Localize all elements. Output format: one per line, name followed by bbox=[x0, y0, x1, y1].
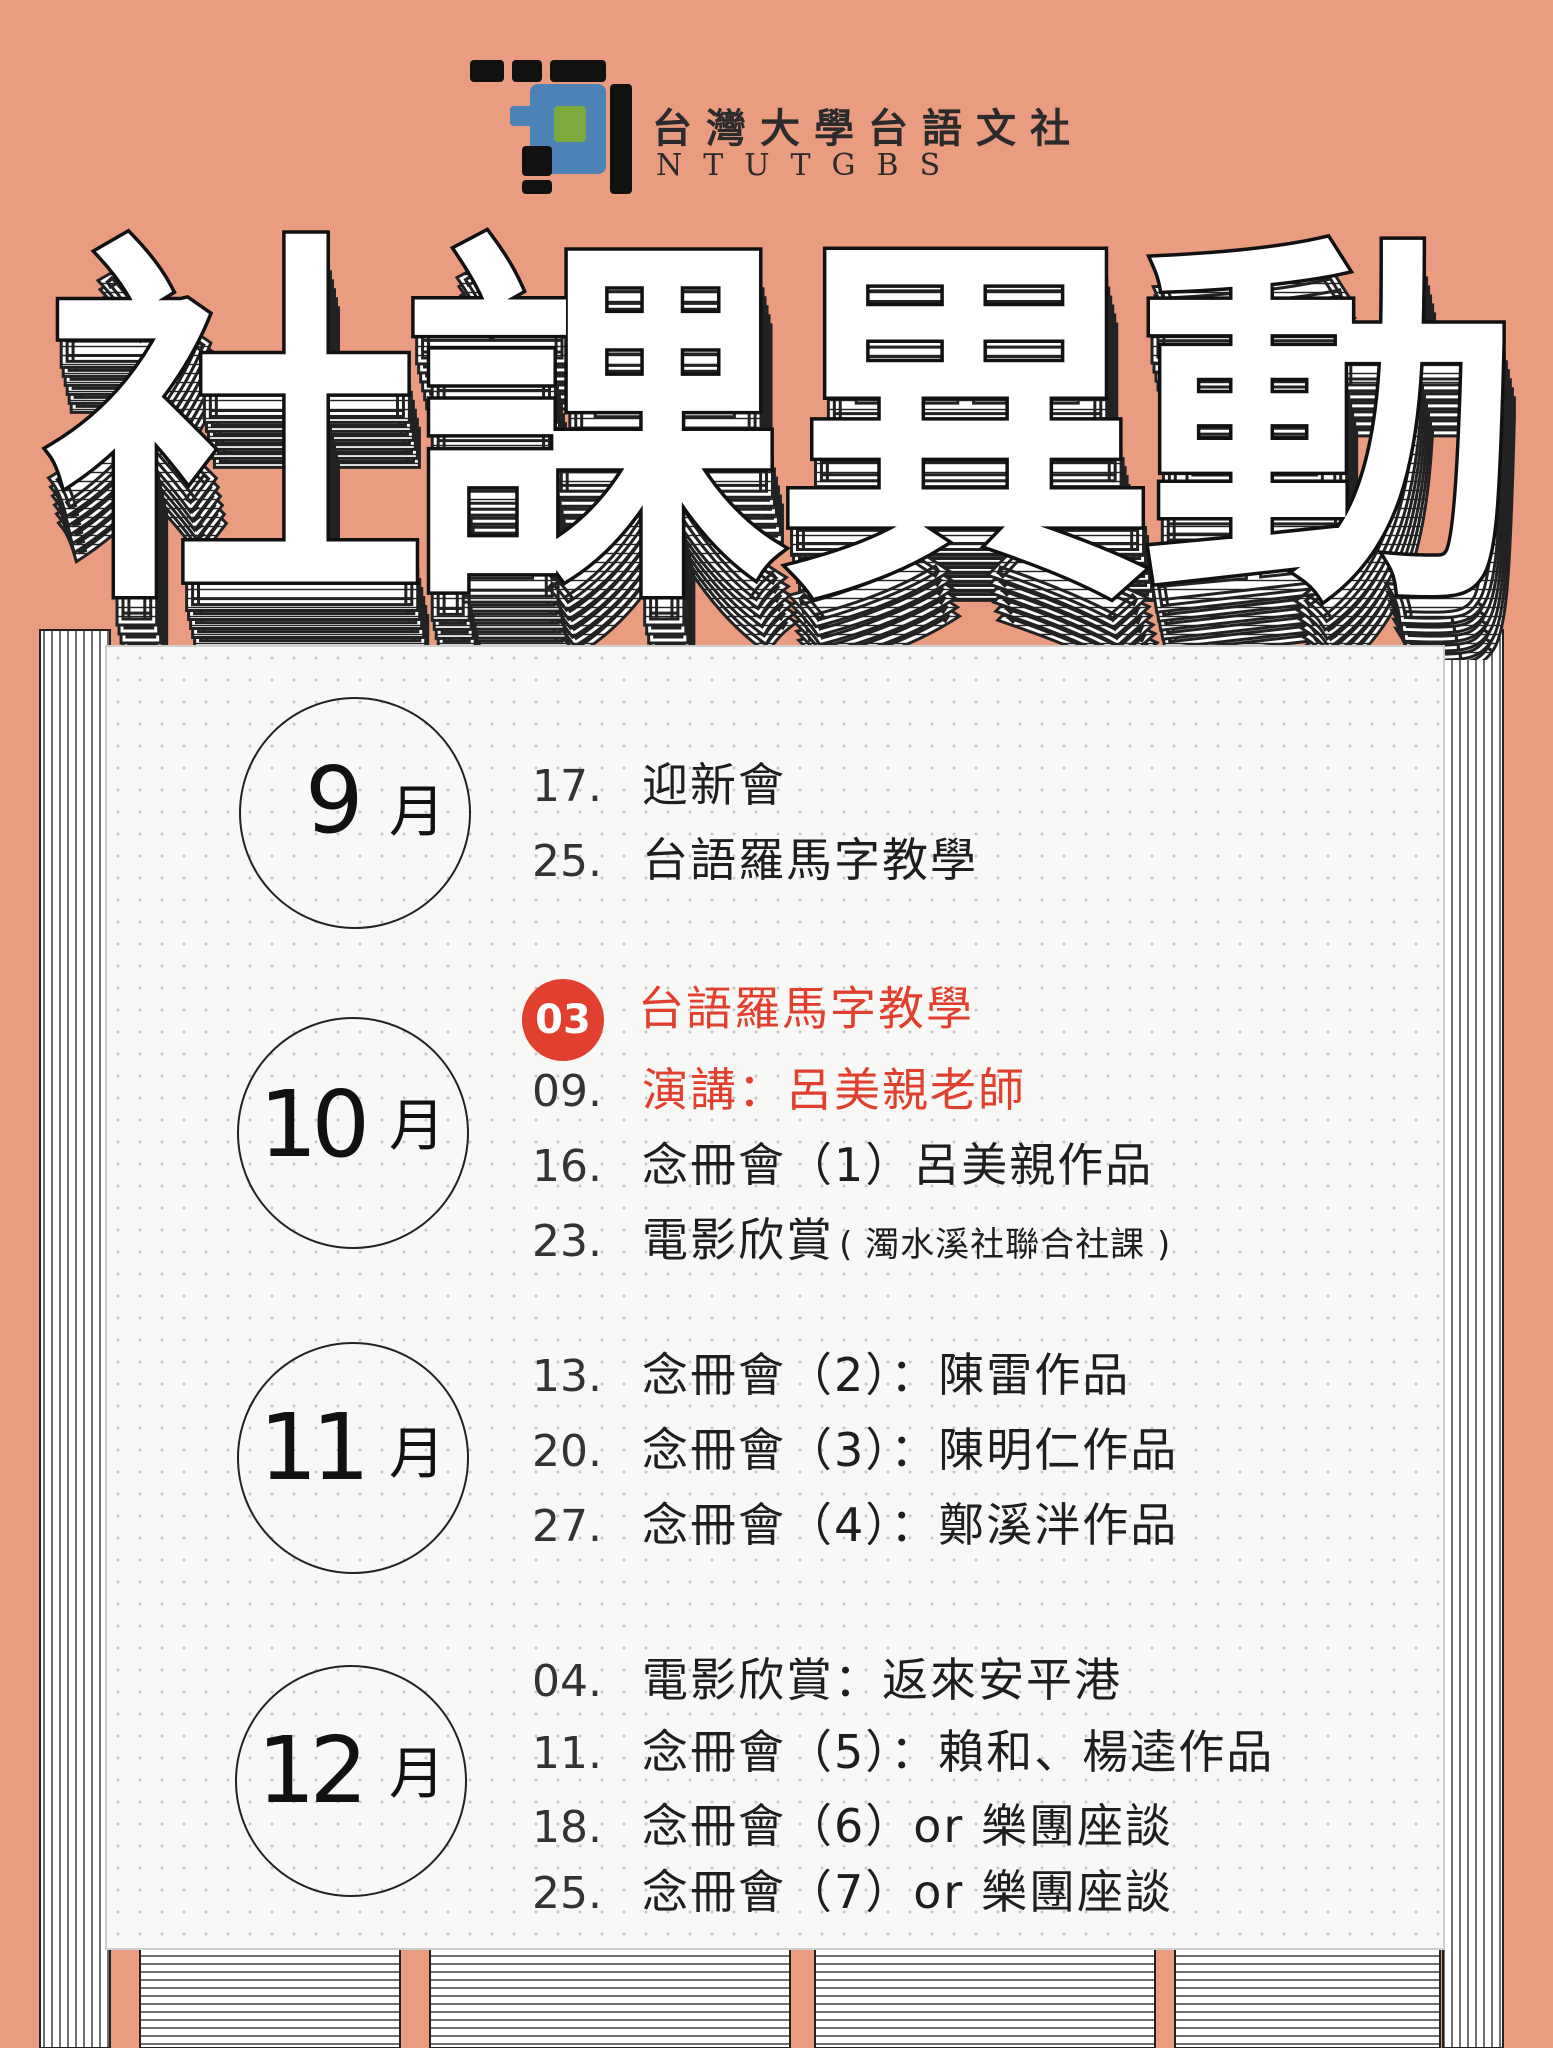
event-title: 念冊會（3）：陳明仁作品 bbox=[642, 1423, 1179, 1477]
event-title: 迎新會 bbox=[642, 758, 786, 812]
event-row: 25. 台語羅馬字教學 bbox=[532, 837, 978, 884]
title-char-shadow: 異 bbox=[777, 236, 1157, 660]
event-title: 台語羅馬字教學 bbox=[642, 833, 978, 887]
event-title: 念冊會（5）：賴和、楊逵作品 bbox=[642, 1725, 1275, 1779]
event-title: 念冊會（6）or 樂團座談 bbox=[642, 1799, 1173, 1853]
month-badge-november bbox=[237, 1342, 469, 1574]
month-unit: 月 bbox=[389, 780, 445, 845]
month-number: 9 bbox=[305, 747, 363, 854]
schedule-card: 9 月 17. 迎新會 25. 台語羅馬字教學 10 月 03 台語羅馬字教學 09.… bbox=[105, 645, 1445, 1950]
title-char: 社 bbox=[45, 207, 425, 650]
month-unit: 月 bbox=[389, 1094, 445, 1159]
event-title: 電影欣賞 bbox=[642, 1213, 834, 1267]
title-char-shadow: 課 bbox=[409, 245, 789, 660]
event-date: 13. bbox=[532, 1351, 602, 1402]
org-name: 台灣大學台語文社 bbox=[652, 105, 1084, 152]
title-char-shadow: 社 bbox=[57, 281, 437, 660]
title-char-shadow: 課 bbox=[407, 236, 787, 660]
event-row: 04. 電影欣賞：返來安平港 bbox=[532, 1657, 1122, 1704]
event-date: 09. bbox=[532, 1066, 602, 1117]
org-abbr: NTUTGBS bbox=[656, 148, 962, 183]
event-row: 16. 念冊會（1）呂美親作品 bbox=[532, 1142, 1153, 1189]
event-date: 11. bbox=[532, 1728, 602, 1779]
title-char-shadow: 社 bbox=[49, 245, 429, 660]
title-char-shadow: 動 bbox=[1152, 281, 1532, 660]
event-row: 25. 念冊會（7）or 樂團座談 bbox=[532, 1869, 1173, 1916]
title-char-shadow: 動 bbox=[1144, 245, 1524, 660]
title-char-shadow: 課 bbox=[411, 254, 791, 660]
event-title: 演講：呂美親老師 bbox=[642, 1063, 1026, 1117]
title-char-shadow: 異 bbox=[779, 245, 1159, 660]
title-char-shadow: 社 bbox=[53, 263, 433, 660]
month-badge-september bbox=[239, 697, 471, 929]
event-date: 04. bbox=[532, 1656, 602, 1707]
event-title: 台語羅馬字教學 bbox=[638, 981, 974, 1036]
month-unit: 月 bbox=[389, 1422, 445, 1487]
event-note: ( 濁水溪社聯合社課 ) bbox=[839, 1225, 1172, 1265]
event-title: 念冊會（4）：鄭溪泮作品 bbox=[642, 1498, 1179, 1552]
date-badge: 03 bbox=[522, 979, 604, 1061]
title-char-shadow: 社 bbox=[55, 272, 435, 660]
event-row: 13. 念冊會（2）：陳雷作品 bbox=[532, 1352, 1130, 1399]
event-row: 23. 電影欣賞 ( 濁水溪社聯合社課 ) bbox=[532, 1217, 1171, 1264]
event-row: 17. 迎新會 bbox=[532, 762, 786, 809]
title-char-shadow: 動 bbox=[1142, 236, 1522, 660]
event-row: 20. 念冊會（3）：陳明仁作品 bbox=[532, 1427, 1178, 1474]
ntutgbs-logo-icon bbox=[470, 60, 632, 194]
month-number: 12 bbox=[257, 1717, 368, 1824]
event-row: 18. 念冊會（6）or 樂團座談 bbox=[532, 1803, 1173, 1850]
event-row: 11. 念冊會（5）：賴和、楊逵作品 bbox=[532, 1729, 1274, 1776]
title-char-shadow: 動 bbox=[1150, 272, 1530, 660]
event-title: 念冊會（2）：陳雷作品 bbox=[642, 1348, 1131, 1402]
event-row-highlight: 03 台語羅馬字教學 bbox=[522, 979, 974, 1061]
title-char-shadow: 課 bbox=[417, 281, 797, 660]
title-char-shadow: 課 bbox=[415, 272, 795, 660]
title-char-shadow: 社 bbox=[51, 254, 431, 660]
title-char: 異 bbox=[775, 207, 1155, 650]
title-char-shadow: 異 bbox=[781, 254, 1161, 660]
title-char: 動 bbox=[1140, 207, 1520, 650]
month-number: 10 bbox=[259, 1071, 370, 1178]
event-row: 27. 念冊會（4）：鄭溪泮作品 bbox=[532, 1502, 1178, 1549]
event-date: 18. bbox=[532, 1802, 602, 1853]
title-char-shadow: 異 bbox=[783, 263, 1163, 660]
event-date: 25. bbox=[532, 1868, 602, 1919]
title-char: 課 bbox=[405, 207, 785, 650]
event-date: 17. bbox=[532, 761, 602, 812]
month-badge-october bbox=[237, 1017, 469, 1249]
title-char-shadow: 課 bbox=[413, 263, 793, 660]
event-title: 念冊會（7）or 樂團座談 bbox=[642, 1865, 1173, 1919]
title-char-shadow: 社 bbox=[47, 236, 427, 660]
title-char-shadow: 異 bbox=[785, 272, 1165, 660]
event-row: 09. 演講：呂美親老師 bbox=[532, 1067, 1026, 1114]
title-char-shadow: 動 bbox=[1146, 254, 1526, 660]
title-char-shadow: 動 bbox=[1148, 263, 1528, 660]
event-date: 23. bbox=[532, 1216, 602, 1267]
event-date: 16. bbox=[532, 1141, 602, 1192]
title-char-shadow: 異 bbox=[787, 281, 1167, 660]
event-date: 27. bbox=[532, 1501, 602, 1552]
event-date: 25. bbox=[532, 836, 602, 887]
month-unit: 月 bbox=[389, 1742, 445, 1807]
month-number: 11 bbox=[259, 1394, 370, 1501]
month-badge-december bbox=[235, 1665, 467, 1897]
event-date: 20. bbox=[532, 1426, 602, 1477]
event-title: 念冊會（1）呂美親作品 bbox=[642, 1138, 1154, 1192]
event-title: 電影欣賞：返來安平港 bbox=[642, 1653, 1122, 1707]
